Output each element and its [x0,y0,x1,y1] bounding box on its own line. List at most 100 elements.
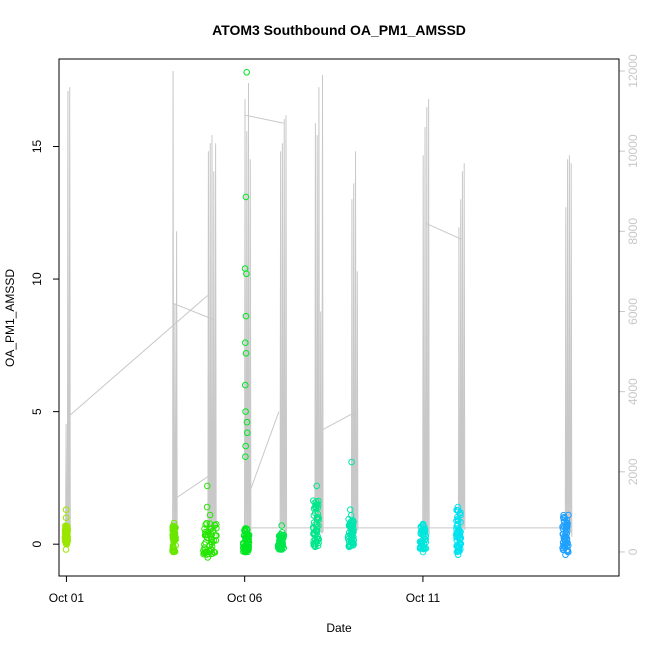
data-point [242,442,249,450]
data-point [204,482,211,490]
data-point [203,503,211,511]
x-axis-label: Date [326,621,352,635]
data-point [457,534,465,542]
data-point [63,531,71,538]
data-point [172,536,179,544]
data-point [560,542,567,549]
data-point [242,350,250,357]
data-point [315,536,322,543]
data-point [310,512,318,519]
data-point [311,529,318,537]
data-point [562,530,569,538]
data-point [455,542,462,550]
data-point [243,270,250,278]
secondary-connector-line [173,303,214,320]
secondary-spike-line [564,155,573,537]
data-point [171,530,178,537]
data-point [311,543,319,551]
data-point [313,482,321,490]
data-point [457,545,464,553]
chart-title: ATOM3 Southbound OA_PM1_AMSSD [212,22,466,38]
data-point [563,536,571,544]
data-point [275,544,282,551]
data-point [242,339,249,347]
data-point [346,521,354,528]
secondary-connector-line [173,475,210,501]
right-tick-label: 2000 [626,458,640,485]
y-tick-label: 0 [30,541,44,548]
secondary-spike-line [314,74,324,536]
right-tick-label: 0 [626,548,640,555]
data-point [64,533,71,541]
data-point [170,519,178,527]
data-point [310,542,318,549]
data-point [243,69,250,76]
plot-frame [58,58,620,577]
data-point [208,535,216,543]
data-point [240,540,247,548]
data-point [61,527,69,535]
right-tick-label: 4000 [626,378,640,405]
y-tick-label: 5 [30,408,44,415]
data-point [245,532,252,540]
data-point [313,523,321,531]
data-point [350,536,358,544]
data-points [61,69,572,561]
data-point [276,537,283,544]
data-point [244,548,251,556]
data-point [204,554,211,561]
data-point [242,525,249,532]
data-point [563,523,571,531]
data-point [62,514,70,522]
data-point [62,506,70,514]
data-point [420,523,428,531]
data-point [348,458,355,466]
data-point [206,511,214,519]
data-point [347,522,355,529]
data-point [312,505,320,512]
data-point [211,521,219,529]
data-point [277,535,285,543]
data-point [241,527,249,535]
data-point [242,312,250,320]
data-point [62,546,70,553]
right-tick-label: 12000 [626,54,640,88]
data-point [212,532,220,539]
data-point [565,511,572,519]
secondary-spike-line [422,99,430,539]
data-point [456,531,464,539]
data-point [243,429,251,437]
secondary-connector-line [318,411,357,433]
secondary-connector-line [244,114,284,124]
x-tick-label: Oct 06 [227,591,263,605]
data-point [63,522,70,530]
data-point [420,539,428,547]
data-point [417,530,425,538]
data-point [207,539,215,546]
data-point [170,548,177,556]
data-point [347,506,354,514]
data-point [564,520,571,527]
secondary-spike-line [350,151,359,535]
secondary-spike-line [279,115,288,536]
data-point [201,546,209,553]
data-point [202,521,209,528]
right-tick-label: 8000 [626,218,640,245]
data-point [203,519,210,527]
data-point [170,536,177,544]
data-point [242,381,249,389]
data-point [350,528,357,536]
data-point [310,497,317,505]
data-point [563,527,571,534]
data-point [278,522,286,529]
data-point [562,551,569,559]
y-tick-label: 15 [30,139,44,153]
data-point [454,503,462,511]
data-point [454,515,461,523]
y-tick-label: 10 [30,272,44,286]
secondary-spike-line [207,135,217,540]
data-point [242,408,249,415]
secondary-connector-line [425,222,462,240]
data-point [208,550,215,557]
